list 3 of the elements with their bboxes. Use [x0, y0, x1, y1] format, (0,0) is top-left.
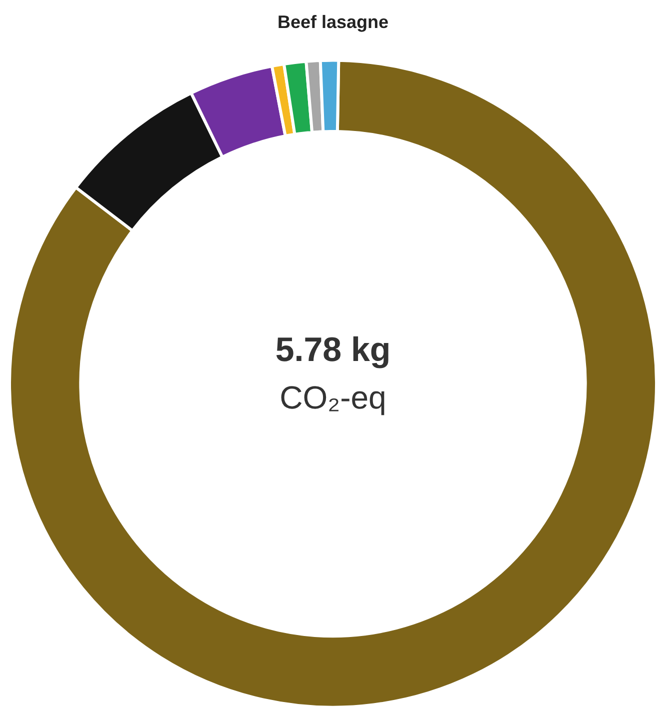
text: CO₂-eq [280, 380, 386, 416]
text: 5.78 kg [275, 331, 391, 370]
chart-title: Beef lasagne [277, 12, 389, 32]
